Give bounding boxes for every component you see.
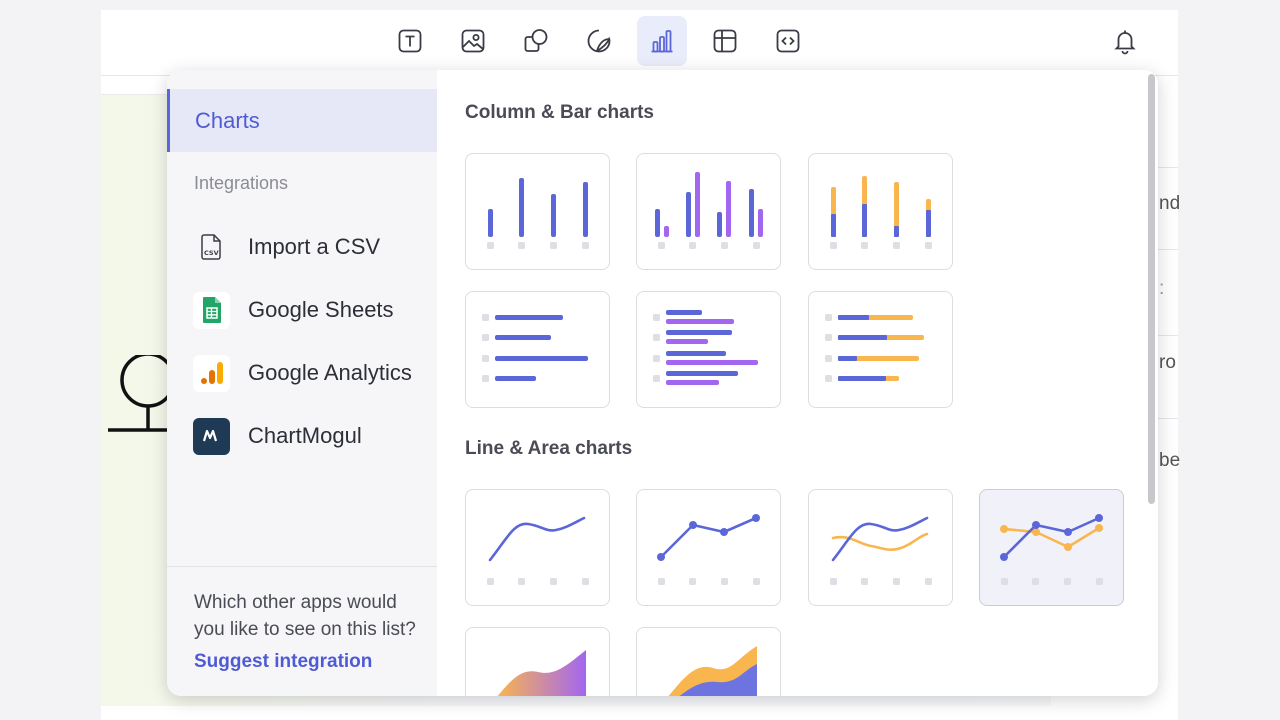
popup-scrollbar[interactable] bbox=[1148, 74, 1155, 504]
line-with-markers-chart-icon bbox=[657, 514, 760, 585]
right-panel-fragment: be bbox=[1159, 450, 1181, 471]
right-panel-fragment: ro bbox=[1159, 352, 1176, 373]
chart-tile-smooth-line[interactable] bbox=[465, 489, 610, 606]
notifications-button[interactable] bbox=[1100, 16, 1150, 66]
grouped-bar-chart-icon bbox=[653, 310, 758, 385]
chart-tile-line-markers[interactable] bbox=[636, 489, 781, 606]
right-panel-fragment: nd bbox=[1159, 193, 1181, 214]
google-analytics-icon bbox=[193, 354, 230, 392]
footer-question: Which other apps would you like to see o… bbox=[194, 592, 416, 640]
chartmogul-icon bbox=[193, 417, 230, 455]
image-tool-button[interactable] bbox=[448, 16, 498, 66]
chart-tile-multi-line-markers[interactable] bbox=[979, 489, 1124, 606]
text-icon bbox=[398, 29, 422, 53]
sidebar-item-import-csv[interactable]: CSV Import a CSV bbox=[193, 228, 380, 266]
section-title-column-bar: Column & Bar charts bbox=[465, 102, 654, 123]
stacked-bar-chart-icon bbox=[825, 314, 924, 382]
suggest-integration-link[interactable]: Suggest integration bbox=[194, 651, 373, 672]
text-tool-button[interactable] bbox=[385, 16, 435, 66]
sidebar-item-google-analytics[interactable]: Google Analytics bbox=[193, 354, 412, 392]
right-panel-divider bbox=[1158, 167, 1178, 168]
table-icon bbox=[713, 29, 737, 53]
multi-smooth-line-chart-icon bbox=[830, 516, 932, 585]
sticker-tool-button[interactable] bbox=[574, 16, 624, 66]
column-chart-icon bbox=[487, 178, 589, 249]
sidebar-footer: Which other apps would you like to see o… bbox=[167, 566, 437, 696]
right-panel-divider bbox=[1158, 249, 1178, 250]
shapes-icon bbox=[524, 29, 548, 52]
bell-icon bbox=[1114, 30, 1136, 55]
sidebar-item-charts[interactable]: Charts bbox=[167, 89, 437, 152]
embed-tool-button[interactable] bbox=[763, 16, 813, 66]
csv-file-icon: CSV bbox=[193, 229, 230, 266]
sticker-icon bbox=[587, 29, 611, 53]
chart-tile-column[interactable] bbox=[465, 153, 610, 270]
chart-picker-popup: Charts Integrations CSV Import a CSV Goo… bbox=[167, 70, 1158, 696]
chart-tile-stacked-area[interactable] bbox=[636, 627, 781, 696]
stacked-area-chart-icon bbox=[668, 646, 757, 696]
popup-sidebar: Charts Integrations CSV Import a CSV Goo… bbox=[167, 70, 437, 696]
right-panel-fragment: : bbox=[1159, 278, 1165, 299]
sidebar-item-chartmogul[interactable]: ChartMogul bbox=[193, 417, 362, 455]
chart-tile-area[interactable] bbox=[465, 627, 610, 696]
table-tool-button[interactable] bbox=[700, 16, 750, 66]
sidebar-item-label: Charts bbox=[195, 108, 260, 133]
sidebar-item-google-sheets[interactable]: Google Sheets bbox=[193, 291, 394, 329]
chart-tile-grouped-column[interactable] bbox=[636, 153, 781, 270]
chart-icon bbox=[651, 30, 673, 53]
sidebar-item-label: Google Sheets bbox=[248, 297, 394, 322]
image-icon bbox=[461, 29, 485, 53]
embed-icon bbox=[776, 29, 800, 53]
shapes-tool-button[interactable] bbox=[511, 16, 561, 66]
chart-tile-stacked-column[interactable] bbox=[808, 153, 953, 270]
chart-tile-grouped-bar[interactable] bbox=[636, 291, 781, 408]
area-chart-icon bbox=[497, 650, 586, 696]
sidebar-item-label: ChartMogul bbox=[248, 423, 362, 448]
bar-chart-icon bbox=[482, 314, 588, 382]
chart-tool-button[interactable] bbox=[637, 16, 687, 66]
top-toolbar bbox=[101, 10, 1178, 76]
chart-tile-bar[interactable] bbox=[465, 291, 610, 408]
integrations-section-label: Integrations bbox=[194, 173, 289, 193]
sidebar-item-label: Google Analytics bbox=[248, 360, 412, 385]
right-panel-divider bbox=[1158, 418, 1178, 419]
sidebar-item-label: Import a CSV bbox=[248, 234, 381, 259]
smooth-line-chart-icon bbox=[487, 516, 589, 585]
chart-tile-stacked-bar[interactable] bbox=[808, 291, 953, 408]
grouped-column-chart-icon bbox=[655, 172, 763, 249]
google-sheets-icon bbox=[193, 291, 230, 329]
chart-tile-multi-smooth-line[interactable] bbox=[808, 489, 953, 606]
svg-text:CSV: CSV bbox=[204, 249, 219, 257]
multi-line-markers-chart-icon bbox=[1000, 514, 1103, 585]
section-title-line-area: Line & Area charts bbox=[465, 438, 633, 459]
chart-gallery: Column & Bar charts bbox=[437, 70, 1158, 696]
stacked-column-chart-icon bbox=[830, 176, 932, 249]
right-panel-divider bbox=[1158, 335, 1178, 336]
